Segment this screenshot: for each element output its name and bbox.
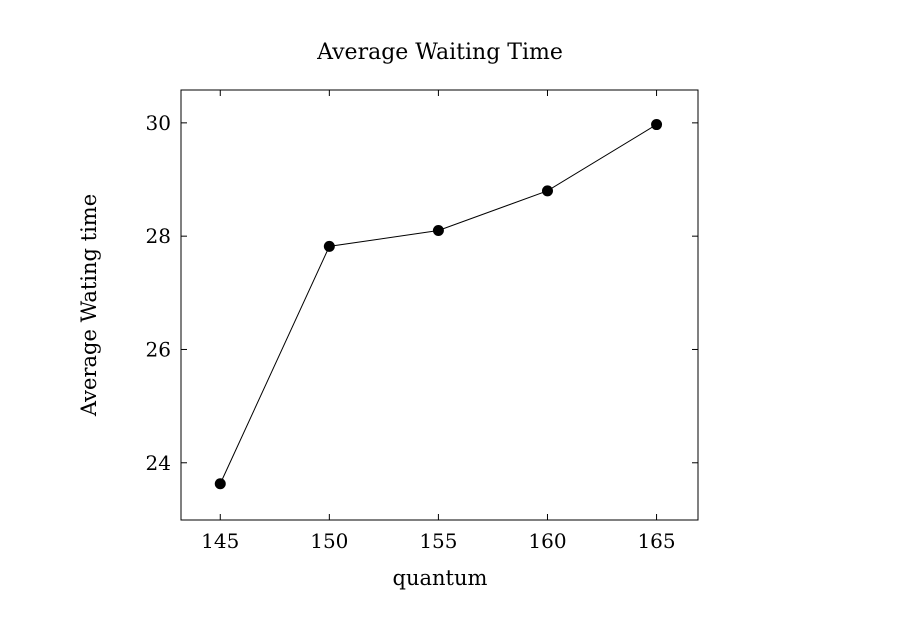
x-tick-label: 160 — [528, 529, 566, 553]
x-tick-label: 165 — [637, 529, 675, 553]
chart-title: Average Waiting Time — [316, 40, 563, 65]
y-tick-label: 24 — [146, 451, 171, 475]
data-point — [541, 185, 553, 197]
plot-area — [180, 89, 699, 521]
data-point — [651, 119, 663, 131]
x-tick-label: 145 — [201, 529, 239, 553]
data-point — [323, 240, 335, 252]
y-tick-label: 30 — [146, 111, 171, 135]
y-axis-label: Average Wating time — [77, 194, 101, 417]
x-tick-label: 150 — [310, 529, 348, 553]
x-axis: 145 150 155 160 165 — [201, 90, 676, 553]
y-axis: 24 26 28 30 — [146, 111, 698, 475]
data-point — [214, 478, 226, 490]
series-layer — [214, 119, 663, 490]
data-point — [432, 225, 444, 237]
plot-frame — [180, 89, 699, 521]
y-tick-label: 26 — [146, 337, 171, 361]
x-tick-label: 155 — [419, 529, 457, 553]
y-tick-label: 28 — [146, 224, 171, 248]
series-line — [219, 124, 657, 484]
x-axis-label: quantum — [393, 566, 488, 590]
